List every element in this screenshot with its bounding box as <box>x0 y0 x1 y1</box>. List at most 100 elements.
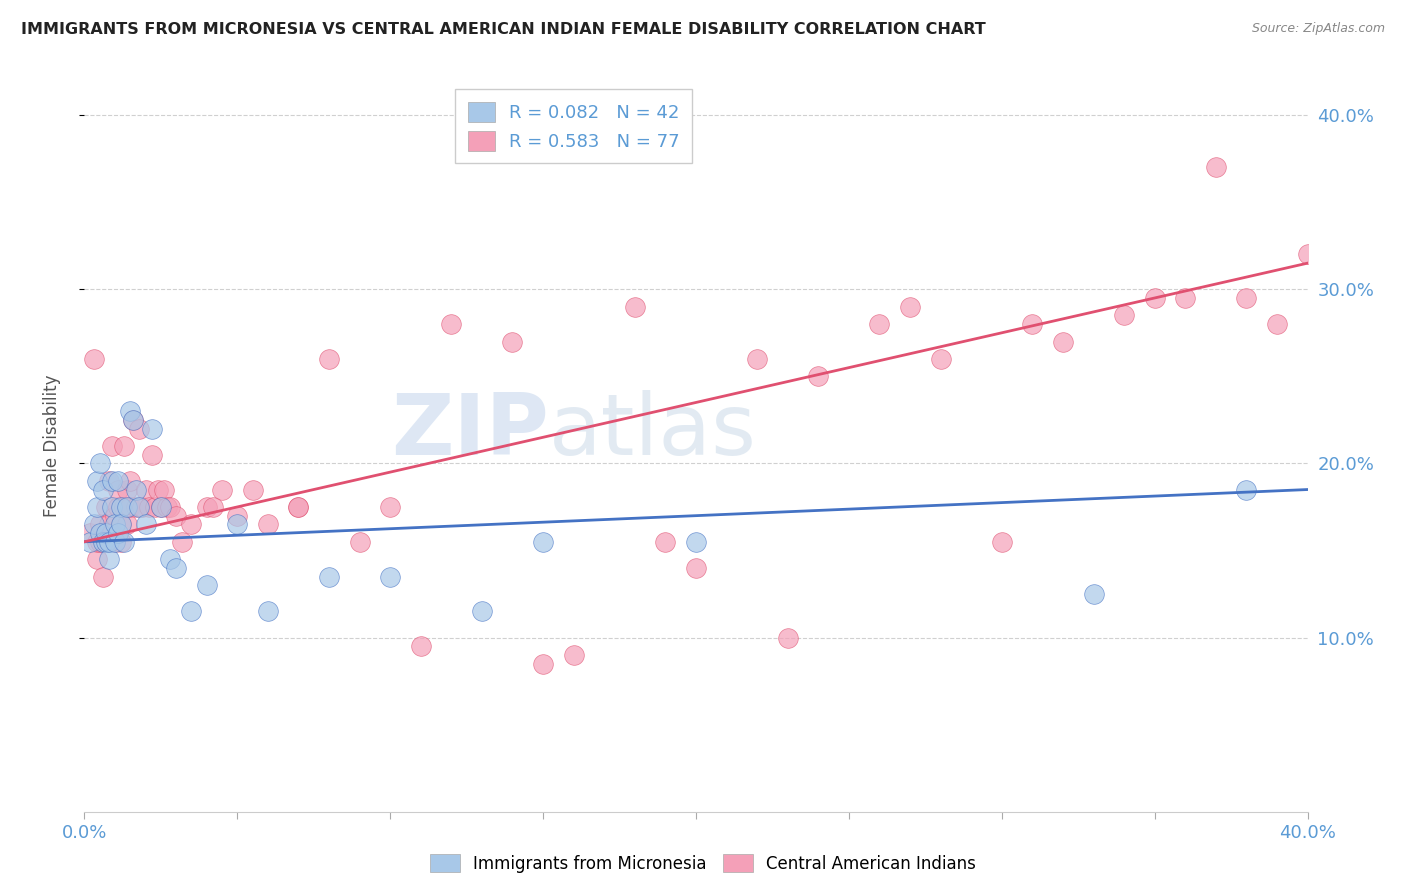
Point <box>91 534 114 549</box>
Point <box>257 517 280 532</box>
Point <box>562 648 585 662</box>
Point <box>86 500 108 514</box>
Point <box>242 483 264 497</box>
Point <box>94 500 117 514</box>
Point <box>380 500 402 514</box>
Point <box>83 351 105 366</box>
Point <box>89 517 111 532</box>
Point <box>83 517 105 532</box>
Point <box>79 534 101 549</box>
Point <box>138 500 160 514</box>
Point <box>531 657 554 671</box>
Point <box>1021 317 1043 331</box>
Point <box>869 317 891 331</box>
Point <box>120 474 142 488</box>
Point <box>624 300 647 314</box>
Point <box>1114 309 1136 323</box>
Point <box>125 483 148 497</box>
Point <box>110 517 132 532</box>
Point <box>685 534 707 549</box>
Point <box>110 517 132 532</box>
Point <box>110 500 132 514</box>
Point <box>107 483 129 497</box>
Point <box>1236 483 1258 497</box>
Point <box>107 526 129 541</box>
Point <box>211 483 233 497</box>
Point <box>807 369 830 384</box>
Point <box>101 526 124 541</box>
Text: Source: ZipAtlas.com: Source: ZipAtlas.com <box>1251 22 1385 36</box>
Text: ZIP: ZIP <box>391 390 550 473</box>
Point <box>91 483 114 497</box>
Point <box>141 421 163 435</box>
Point <box>172 534 194 549</box>
Point <box>97 552 120 566</box>
Point <box>318 351 340 366</box>
Point <box>1265 317 1288 331</box>
Point <box>101 500 124 514</box>
Point <box>201 500 224 514</box>
Point <box>898 300 921 314</box>
Point <box>91 534 114 549</box>
Point <box>104 508 127 523</box>
Point <box>89 457 111 471</box>
Point <box>1083 587 1105 601</box>
Text: atlas: atlas <box>550 390 758 473</box>
Point <box>287 500 309 514</box>
Point <box>257 604 280 618</box>
Point <box>409 640 432 654</box>
Text: IMMIGRANTS FROM MICRONESIA VS CENTRAL AMERICAN INDIAN FEMALE DISABILITY CORRELAT: IMMIGRANTS FROM MICRONESIA VS CENTRAL AM… <box>21 22 986 37</box>
Point <box>156 500 179 514</box>
Point <box>1052 334 1074 349</box>
Point <box>120 404 142 418</box>
Point <box>143 500 166 514</box>
Point <box>226 517 249 532</box>
Point <box>685 561 707 575</box>
Point <box>97 517 120 532</box>
Point <box>287 500 309 514</box>
Point <box>318 569 340 583</box>
Point <box>149 500 172 514</box>
Point <box>79 526 101 541</box>
Point <box>149 500 172 514</box>
Point <box>97 534 120 549</box>
Point <box>115 517 138 532</box>
Point <box>440 317 463 331</box>
Point <box>128 421 150 435</box>
Point <box>195 578 218 592</box>
Point <box>165 561 187 575</box>
Point <box>776 631 799 645</box>
Point <box>112 534 135 549</box>
Point <box>110 534 132 549</box>
Point <box>91 569 114 583</box>
Point <box>107 474 129 488</box>
Point <box>146 483 169 497</box>
Point <box>107 500 129 514</box>
Point <box>94 534 117 549</box>
Point <box>153 483 176 497</box>
Legend: R = 0.082   N = 42, R = 0.583   N = 77: R = 0.082 N = 42, R = 0.583 N = 77 <box>456 89 692 163</box>
Point <box>122 413 145 427</box>
Point <box>101 474 124 488</box>
Point <box>89 534 111 549</box>
Y-axis label: Female Disability: Female Disability <box>42 375 60 517</box>
Point <box>104 534 127 549</box>
Point <box>471 604 494 618</box>
Point <box>104 517 127 532</box>
Legend: Immigrants from Micronesia, Central American Indians: Immigrants from Micronesia, Central Amer… <box>423 847 983 880</box>
Point <box>89 526 111 541</box>
Point <box>1143 291 1166 305</box>
Point <box>1205 161 1227 175</box>
Point <box>349 534 371 549</box>
Point <box>1174 291 1197 305</box>
Point <box>125 500 148 514</box>
Point <box>97 474 120 488</box>
Point <box>115 500 138 514</box>
Point <box>141 448 163 462</box>
Point <box>86 552 108 566</box>
Point <box>115 483 138 497</box>
Point <box>531 534 554 549</box>
Point <box>226 508 249 523</box>
Point <box>165 508 187 523</box>
Point <box>159 552 181 566</box>
